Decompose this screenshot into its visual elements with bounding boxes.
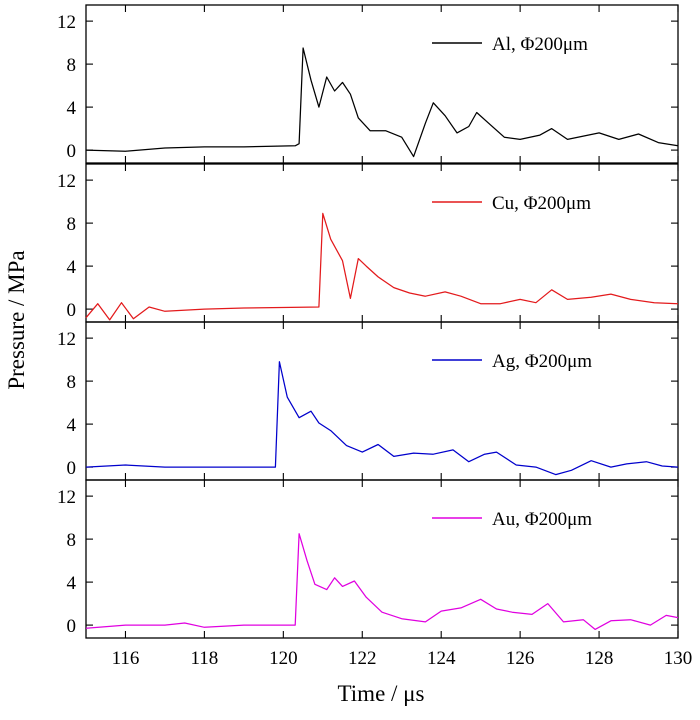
x-tick-label: 124 <box>427 648 456 669</box>
y-tick-label-ag: 8 <box>67 372 77 393</box>
panel-frame-al <box>85 4 679 164</box>
y-tick-label-au: 12 <box>57 487 76 508</box>
x-tick-label: 120 <box>269 648 298 669</box>
x-axis-title: Time / μs <box>338 681 425 706</box>
x-tick-label: 122 <box>348 648 377 669</box>
y-tick-label-cu: 12 <box>57 171 76 192</box>
series-line-au <box>85 533 679 631</box>
y-tick-label-cu: 4 <box>67 257 77 278</box>
x-tick-label: 126 <box>506 648 535 669</box>
y-tick-label-ag: 12 <box>57 329 76 350</box>
panel-frame-cu <box>85 163 679 323</box>
legend-label-cu: Cu, Φ200μm <box>492 193 591 214</box>
x-tick-label: 118 <box>191 648 219 669</box>
y-tick-label-al: 0 <box>67 141 77 162</box>
y-tick-label-ag: 4 <box>67 415 77 436</box>
series-line-ag <box>85 361 679 476</box>
legend-label-al: Al, Φ200μm <box>492 34 588 55</box>
y-tick-label-al: 4 <box>67 98 77 119</box>
panel-frame-au <box>85 479 679 639</box>
x-tick-label: 116 <box>112 648 140 669</box>
y-tick-label-al: 8 <box>67 55 77 76</box>
series-line-cu <box>85 212 679 321</box>
x-tick-label: 130 <box>664 648 693 669</box>
y-tick-label-au: 8 <box>67 530 77 551</box>
legend-label-au: Au, Φ200μm <box>492 509 592 530</box>
series-line-al <box>85 47 679 158</box>
y-tick-label-au: 0 <box>67 616 77 637</box>
y-tick-label-al: 12 <box>57 12 76 33</box>
legend-label-ag: Ag, Φ200μm <box>492 351 592 372</box>
panel-frame-ag <box>85 321 679 481</box>
y-tick-label-cu: 8 <box>67 214 77 235</box>
y-axis-title: Pressure / MPa <box>4 250 29 389</box>
y-tick-label-au: 4 <box>67 573 77 594</box>
chart-panels: 0 4 8 12 Al, Φ200μm 0 4 8 12 Cu, Φ200μm 0 4 8 12 Ag, Φ… <box>57 4 693 669</box>
y-tick-label-ag: 0 <box>67 458 77 479</box>
x-tick-label: 128 <box>585 648 614 669</box>
y-tick-label-cu: 0 <box>67 300 77 321</box>
